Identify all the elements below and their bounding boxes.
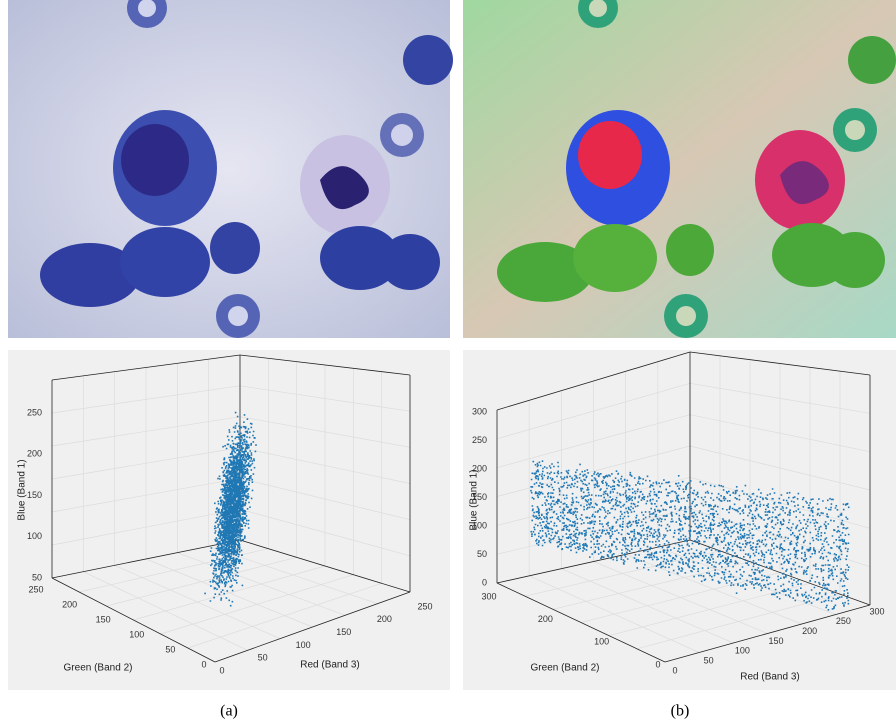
axis-edge — [239, 354, 411, 376]
axis-edge — [239, 539, 411, 593]
x-tick-label: 150 — [768, 636, 783, 646]
y-tick-label: 100 — [594, 637, 609, 647]
z-tick-label: 250 — [27, 407, 42, 417]
z-tick-label: 300 — [472, 406, 487, 416]
z-tick-label: 200 — [27, 449, 42, 459]
x-tick-label: 100 — [296, 640, 311, 650]
axis-edge — [664, 604, 871, 663]
axis-edge — [51, 354, 241, 381]
y-axis-label: Green (Band 2) — [531, 663, 600, 674]
x-tick-label: 300 — [869, 606, 884, 616]
z-tick-label: 100 — [27, 531, 42, 541]
axis-edge — [51, 539, 241, 579]
x-tick-label: 250 — [417, 601, 432, 611]
y-tick-label: 50 — [165, 644, 175, 654]
z-tick-label: 0 — [482, 577, 487, 587]
z-tick-label: 200 — [472, 463, 487, 473]
grid-line — [187, 583, 382, 649]
axis-edge — [51, 577, 216, 663]
x-tick-label: 200 — [802, 626, 817, 636]
x-axis-label: Red (Band 3) — [740, 672, 799, 683]
z-axis-label: Blue (Band 1) — [17, 459, 28, 520]
x-axis-label: Red (Band 3) — [300, 660, 359, 671]
x-tick-label: 250 — [836, 616, 851, 626]
axis-edge — [496, 582, 666, 663]
x-tick-label: 100 — [735, 646, 750, 656]
microscopy-image — [8, 0, 453, 338]
x-tick-label: 150 — [336, 627, 351, 637]
x-tick-label: 50 — [258, 653, 268, 663]
z-axis-label: Blue (Band 1) — [469, 469, 480, 530]
y-axis-label: Green (Band 2) — [64, 663, 133, 674]
axis-edge — [689, 351, 871, 376]
y-tick-label: 200 — [538, 614, 553, 624]
y-tick-label: 300 — [481, 591, 496, 601]
y-tick-label: 150 — [96, 614, 111, 624]
y-tick-label: 0 — [655, 659, 660, 669]
caption: (b) — [671, 703, 690, 720]
point-cloud — [530, 460, 850, 611]
y-tick-label: 200 — [62, 599, 77, 609]
z-tick-label: 50 — [477, 549, 487, 559]
x-tick-label: 0 — [672, 665, 677, 675]
z-tick-label: 50 — [32, 572, 42, 582]
y-tick-label: 0 — [201, 659, 206, 669]
z-tick-label: 100 — [472, 520, 487, 530]
z-tick-label: 250 — [472, 435, 487, 445]
point-cloud — [204, 411, 257, 607]
axis-edge — [496, 351, 691, 411]
y-tick-label: 250 — [28, 584, 43, 594]
enhanced-image — [463, 0, 896, 338]
x-tick-label: 200 — [377, 614, 392, 624]
axis-edge — [214, 591, 411, 663]
z-tick-label: 150 — [27, 490, 42, 500]
y-tick-label: 100 — [129, 629, 144, 639]
x-tick-label: 50 — [704, 656, 714, 666]
z-tick-label: 150 — [472, 492, 487, 502]
x-tick-label: 0 — [219, 665, 224, 675]
caption: (a) — [220, 703, 238, 720]
